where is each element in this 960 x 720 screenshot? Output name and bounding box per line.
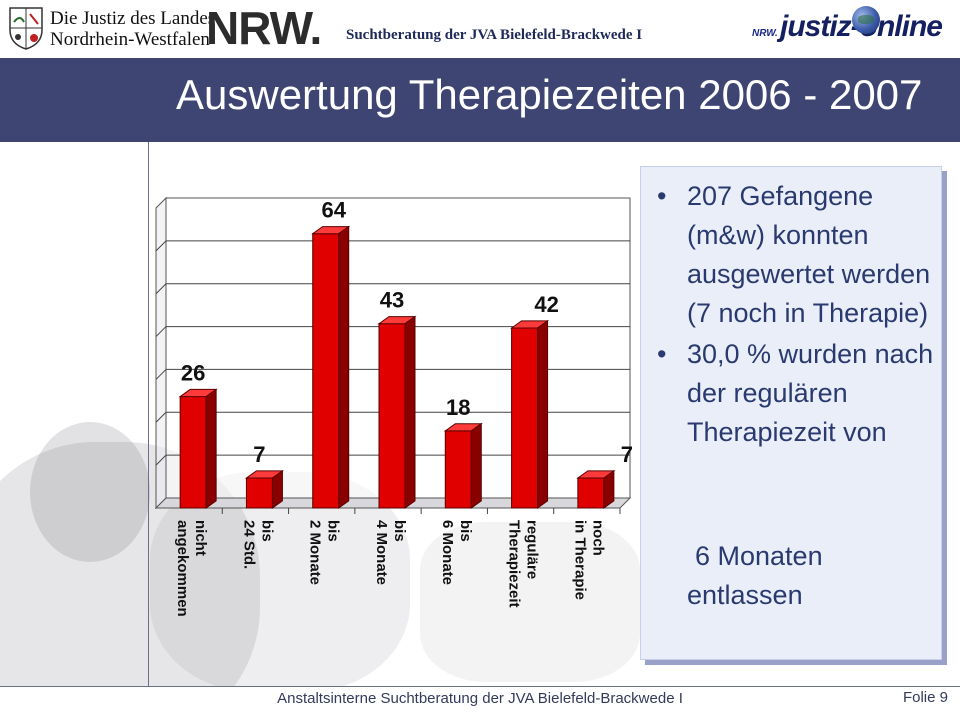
gridline-side: [155, 283, 167, 295]
bullet-text: 207 Gefangene (m&w) konnten ausgewertet …: [687, 181, 931, 328]
data-label: 7: [253, 442, 265, 467]
justiz-line-1: Die Justiz des Landes: [50, 8, 216, 29]
category-label: angekommen: [174, 520, 191, 617]
bar: [245, 477, 273, 509]
bullet-text: 30,0 % wurden nach der regulären Therapi…: [687, 339, 934, 447]
slide-title: Auswertung Therapiezeiten 2006 - 2007: [176, 71, 923, 118]
nrw-logo-text: NRW.: [206, 2, 322, 54]
data-label: 18: [446, 395, 470, 420]
gridline-side: [155, 454, 167, 466]
category-label: 4 Monate: [373, 520, 390, 585]
data-label: 43: [380, 288, 404, 313]
category-label: 24 Std.: [240, 520, 257, 569]
bullet-dot-icon: •: [657, 339, 667, 369]
category-label: bis: [325, 520, 342, 542]
slide-number: Folie 9: [902, 689, 948, 706]
footer-text: Anstaltsinterne Suchtberatung der JVA Bi…: [277, 690, 683, 707]
category-label: 6 Monate: [439, 520, 456, 585]
bullet-continuation-text: 6 Monaten entlassen: [687, 541, 823, 610]
nrw-logo: NRW.: [206, 2, 322, 54]
footer-divider: [0, 686, 960, 687]
bullet-continuation: 6 Monaten entlassen: [651, 537, 936, 615]
data-label: 42: [534, 292, 558, 317]
bullet-item: • 30,0 % wurden nach der regulären Therap…: [651, 335, 936, 452]
gridline-side: [155, 411, 167, 423]
category-label: nicht: [192, 520, 209, 556]
category-label: bis: [258, 520, 275, 542]
data-label: 7: [621, 442, 633, 467]
gridline-side: [155, 369, 167, 380]
category-label: 2 Monate: [307, 520, 324, 585]
bar-side: [271, 469, 283, 509]
bar-side: [404, 315, 416, 509]
category-label: bis: [391, 520, 408, 542]
bullet-textbox: • 207 Gefangene (m&w) konnten ausgewertet…: [640, 166, 942, 660]
justiz-line-2: Nordrhein-Westfalen: [50, 29, 210, 50]
header-title: Suchtberatung der JVA Bielefeld-Brackwed…: [346, 27, 643, 43]
bar-side: [537, 319, 549, 509]
nrw-crest-icon: [9, 7, 43, 50]
title-band: Auswertung Therapiezeiten 2006 - 2007: [0, 58, 960, 142]
bar-side: [470, 422, 482, 509]
bullet-dot-icon: •: [657, 181, 667, 211]
plot-side-wall: [155, 196, 167, 510]
bar-side: [603, 469, 615, 509]
bullet-list: • 207 Gefangene (m&w) konnten ausgewertet…: [651, 177, 936, 454]
bullet-item: • 207 Gefangene (m&w) konnten ausgewertet…: [651, 177, 936, 333]
category-label: in Therapie: [572, 520, 589, 600]
divider-vertical: [148, 142, 149, 686]
background-monitor: [420, 522, 640, 682]
header-bar: Die Justiz des Landes Nordrhein-Westfale…: [0, 0, 960, 58]
background-figure-head: [30, 422, 150, 562]
bar: [378, 323, 406, 509]
bar: [312, 233, 340, 509]
bar: [179, 396, 207, 509]
category-label: Therapiezeit: [505, 520, 522, 608]
justiz-online-prefix: NRW.: [752, 28, 778, 39]
globe-icon: [852, 6, 880, 34]
data-label: 64: [321, 198, 346, 223]
bar-side: [205, 388, 217, 509]
gridline-side: [155, 326, 167, 337]
data-label: 26: [181, 361, 205, 386]
category-label: noch: [590, 520, 607, 556]
bar-side: [338, 225, 350, 509]
bar: [577, 477, 605, 509]
bar: [511, 327, 539, 509]
justiz-online-logo: NRW. justiz-online: [752, 6, 952, 50]
category-label: reguläre: [523, 520, 540, 579]
bar: [444, 430, 472, 509]
category-label: bis: [457, 520, 474, 542]
gridline-side: [155, 240, 167, 252]
justiz-wordmark: Die Justiz des Landes Nordrhein-Westfale…: [50, 8, 215, 50]
